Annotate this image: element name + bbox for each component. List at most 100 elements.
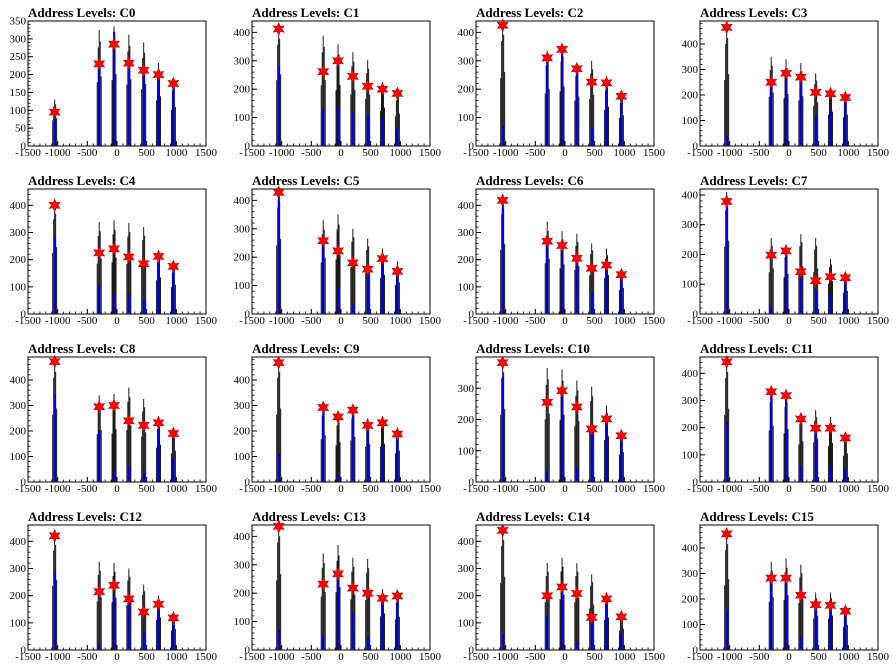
chart-plot: 0 100 200 300 400 -1500 -1000 -500 0 500 1000 1500 <box>234 20 442 159</box>
x-tick-label: 1500 <box>419 651 442 663</box>
y-tick-label: 200 <box>682 593 699 605</box>
blue-bar <box>814 290 817 314</box>
peak-star-marker <box>556 580 569 594</box>
blue-bar <box>172 269 175 314</box>
blue-bar <box>575 72 579 146</box>
chart-panel-c10: Address Levels: C10 0 100 200 300 -1500 -1000-… <box>448 336 672 504</box>
x-tick-label: 1000 <box>389 315 412 327</box>
x-tick-label: 0 <box>114 651 120 663</box>
x-tick-label: 500 <box>362 651 379 663</box>
y-tick-label: 300 <box>682 64 699 76</box>
y-tick-label: 100 <box>458 445 475 457</box>
x-tick-label: -1500 <box>239 315 265 327</box>
x-tick-label: 1500 <box>867 483 890 495</box>
x-tick-label: 1000 <box>165 483 188 495</box>
blue-bar <box>590 292 593 314</box>
y-tick-label: 200 <box>458 414 475 426</box>
chart-panel-c11: Address Levels: C11 0 100 200 300 400 -1500 -10… <box>672 336 896 504</box>
y-tick-label: 400 <box>682 189 699 201</box>
x-tick-label: -1000 <box>717 315 743 327</box>
chart-plot: 0 100 200 300 400 -1500 -1000 -500 0 500 1000 1500 <box>682 354 890 495</box>
blue-bar <box>501 377 504 482</box>
chart-plot: 0 50 100 150 200 250 300 350 -1500 -1000 -500 0 500 1… <box>10 16 218 160</box>
y-tick-label: 300 <box>458 563 475 575</box>
chart-panel-c8: Address Levels: C8 0 100 200 300 400 -1500 -100… <box>0 336 224 504</box>
chart-plot: 0 100 200 300 400 -1500 -1000 -500 0 500 1000 1500 <box>458 523 666 663</box>
x-tick-label: 1000 <box>165 147 188 159</box>
peak-star-marker <box>361 418 374 433</box>
blue-bar <box>277 194 280 314</box>
peak-star-marker <box>541 588 554 603</box>
y-tick-label: 400 <box>458 27 475 39</box>
x-tick-label: 1000 <box>389 147 412 159</box>
blue-bar <box>366 428 369 482</box>
blue-bar <box>172 457 175 482</box>
x-tick-label: 1500 <box>195 147 218 159</box>
y-tick-label: 400 <box>458 200 475 212</box>
chart-plot: 0 100 200 300 400 -1500 -1000 -500 0 500 1000 1500 <box>234 185 442 327</box>
y-tick-label: 0 <box>469 477 475 489</box>
blue-bar <box>142 72 145 146</box>
blue-bar <box>113 31 116 146</box>
peak-star-marker <box>570 586 583 601</box>
y-tick-label: 200 <box>234 425 251 437</box>
blue-bar <box>113 595 116 650</box>
peak-star-marker <box>809 85 822 100</box>
y-tick-label: 100 <box>234 112 251 124</box>
x-tick-label: 0 <box>786 315 792 327</box>
peak-star-marker <box>317 64 330 79</box>
peak-star-marker <box>317 577 330 592</box>
y-tick-label: 400 <box>234 27 251 39</box>
y-tick-label: 100 <box>10 105 27 117</box>
y-tick-label: 200 <box>682 249 699 261</box>
blue-bar <box>396 597 399 650</box>
chart-plot: 0 100 200 300 -1500 -1000 -500 0 500 1000 1500 <box>458 355 666 495</box>
x-tick-label: 1500 <box>195 315 218 327</box>
x-tick-label: 1500 <box>419 483 442 495</box>
y-tick-label: 0 <box>693 645 699 657</box>
y-tick-label: 200 <box>234 252 251 264</box>
blue-bar <box>381 446 384 482</box>
x-tick-label: 1000 <box>389 483 412 495</box>
peak-star-marker <box>794 264 807 279</box>
peak-star-marker <box>272 355 285 370</box>
peak-star-marker <box>839 604 852 619</box>
blue-bar <box>561 246 564 314</box>
x-tick-label: 0 <box>562 147 568 159</box>
blue-bar <box>322 109 325 146</box>
blue-bar <box>322 241 325 314</box>
peak-star-marker <box>332 566 345 581</box>
blue-bar <box>770 306 773 314</box>
y-tick-label: 250 <box>10 51 27 63</box>
blue-bar <box>561 588 564 650</box>
peak-star-marker <box>376 251 389 266</box>
peak-star-marker <box>570 251 583 266</box>
peak-star-marker <box>346 581 359 596</box>
peak-star-marker <box>137 418 150 433</box>
peak-star-marker <box>615 267 628 282</box>
peak-star-marker <box>615 89 628 104</box>
peak-star-marker <box>585 610 598 625</box>
blue-bar <box>366 272 369 314</box>
peak-star-marker <box>496 523 509 538</box>
blue-bar <box>605 422 608 482</box>
y-tick-label: 200 <box>458 254 475 266</box>
x-tick-label: -500 <box>301 147 322 159</box>
blue-bar <box>799 465 803 482</box>
x-tick-label: 0 <box>786 651 792 663</box>
peak-star-marker <box>137 605 150 619</box>
blue-bar <box>725 609 728 650</box>
peak-star-marker <box>122 591 135 606</box>
y-tick-label: 300 <box>10 33 27 45</box>
blue-bar <box>725 135 728 146</box>
peak-star-marker <box>152 415 165 430</box>
y-tick-label: 200 <box>458 590 475 602</box>
peak-star-marker <box>376 415 389 430</box>
y-tick-label: 0 <box>245 141 251 153</box>
x-tick-label: -1500 <box>239 147 265 159</box>
x-tick-label: 0 <box>562 315 568 327</box>
peak-star-marker <box>839 270 852 285</box>
peak-star-marker <box>272 185 285 200</box>
peak-star-marker <box>272 519 285 534</box>
y-tick-label: 400 <box>682 368 699 380</box>
